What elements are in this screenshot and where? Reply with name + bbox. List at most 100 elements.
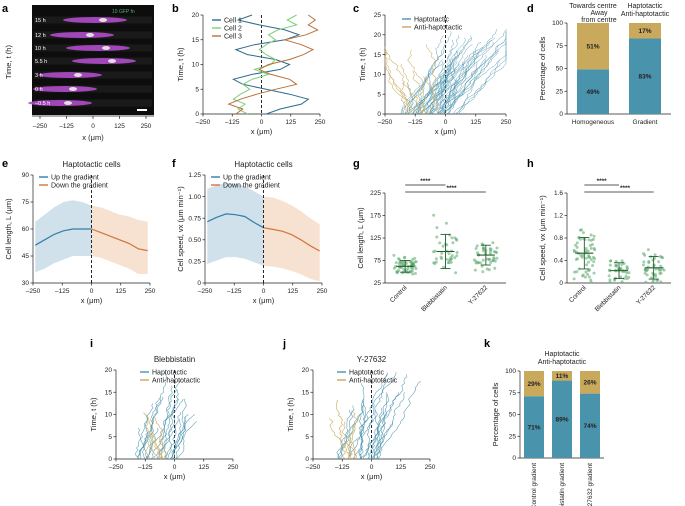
panel-label-j: j [282,338,286,350]
trajectory-line [359,374,408,460]
y-tick-label: 0 [195,111,199,118]
data-point [481,247,485,251]
kymograph-cell [63,17,127,23]
trajectory-line [453,50,507,115]
trajectory-line [377,412,386,460]
significance-stars: **** [446,185,457,192]
data-point [589,280,593,284]
trajectory-line [368,407,383,460]
x-tick-label: –125 [335,464,350,471]
data-point [442,265,446,269]
trajectory-line [352,372,388,460]
data-point [644,269,648,273]
panel-label-k: k [484,338,491,350]
panel-a-xticks: –250 –125 0 125 250 [33,116,152,130]
data-point [587,238,591,242]
data-point [614,259,618,263]
panel-label-i: i [90,338,93,350]
x-tick-label: 125 [287,288,298,295]
confidence-band [35,200,92,273]
data-point [589,233,593,237]
panel-label-f: f [172,158,176,170]
data-point [455,254,459,258]
stacked-bar-segment [629,23,661,39]
x-tick-label: –250 [33,123,48,130]
kymograph-cell [72,58,136,64]
mean-line [207,213,264,229]
trajectory-line [400,61,444,115]
trajectory-line [428,44,473,115]
chart-title: Haptotactic cells [234,160,292,169]
panel-label-g: g [353,158,360,170]
data-point [588,243,592,247]
y-tick-label: 5 [195,86,199,93]
bar-percent-label: 71% [527,424,540,431]
data-point [451,241,455,245]
trajectory-line [347,372,397,460]
data-point [658,254,662,258]
data-point [474,246,478,250]
legend-label: Haptotactic [414,16,450,23]
x-tick-label: –125 [225,119,240,126]
panel-label-e: e [2,158,8,170]
data-point [607,274,611,278]
data-point [584,256,588,260]
data-point [447,258,451,262]
data-point [585,263,589,267]
trajectory-line [448,68,468,115]
trajectory-line [166,407,174,460]
x-tick-label: 0 [262,288,266,295]
panel-label-a: a [2,3,9,15]
trajectory-line [328,418,346,460]
x-tick-label: –250 [306,464,321,471]
y-axis-label: Time, t (h) [286,397,295,431]
data-point [434,257,438,261]
y-axis-label: Percentage of cells [538,36,547,100]
data-point [592,234,596,238]
data-point [450,236,454,240]
kymograph-nucleus [69,87,77,91]
y-tick-label: 1.2 [554,213,563,220]
trajectory-line [437,39,455,115]
y-tick-label: 75 [556,43,564,50]
data-point [581,231,585,235]
trajectory-line [348,374,387,460]
data-point [574,243,578,247]
data-point [403,255,407,259]
header-towards-centre: Towards centre [569,3,617,10]
y-tick-label: 175 [370,213,381,220]
data-point [587,255,591,259]
data-point [413,256,417,260]
kymograph-cell [33,86,97,92]
data-point [586,249,590,253]
stacked-bar-segment [580,371,600,394]
trajectory-line [376,380,421,460]
data-point [444,221,448,225]
y-tick-label: 0.8 [554,235,563,242]
data-point [488,249,492,253]
kymograph-overlay-label: 10 GFP fn [112,9,135,15]
data-point [492,257,496,261]
trajectory-line [431,50,500,115]
data-point [447,252,451,256]
trajectory-line [171,427,177,460]
chart-e: 30 45 60 75 90 –250 –125 0 125 250 x (μm) Cell leng… [4,160,156,305]
x-axis-label: x (μm) [253,296,275,305]
chart-f: 0 0.25 0.50 0.75 1.00 1.25 –250 –125 0 125 250 x (μ… [176,160,328,305]
panel-a-kymograph: 15 h12 h10 h5.5 h3 h0 h–0.5 h 10 GFP fn … [4,5,154,142]
trajectory-line [170,414,195,460]
trajectory-line [416,35,460,115]
x-tick-label: 125 [470,119,481,126]
kymograph-nucleus [99,18,107,22]
data-point [580,255,584,259]
data-point [619,275,623,279]
scale-bar [137,109,147,111]
trajectory-line [135,427,141,460]
chart-b: 0 5 10 15 20 –250 –125 0 125 250 x (μm) Time, t (h)… [176,12,326,136]
y-tick-label: 45 [22,253,30,260]
data-point [578,237,582,241]
x-tick-label: 250 [145,288,156,295]
data-point [441,244,445,248]
data-point [572,277,576,281]
data-point [589,238,593,242]
